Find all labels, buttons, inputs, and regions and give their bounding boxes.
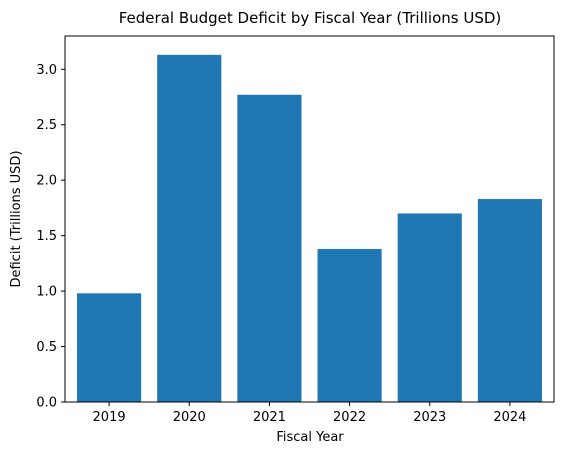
bar-2020 bbox=[157, 54, 222, 402]
bar-2021 bbox=[237, 94, 302, 402]
y-tick-label: 3.0 bbox=[36, 63, 57, 78]
y-tick-label: 1.5 bbox=[36, 229, 57, 244]
y-tick-label: 2.0 bbox=[36, 174, 57, 189]
y-axis-ticks: 0.0 0.5 1.0 1.5 2.0 2.5 3.0 bbox=[36, 63, 65, 411]
y-axis-label: Deficit (Trillions USD) bbox=[9, 150, 24, 287]
x-tick-label: 2019 bbox=[93, 410, 126, 425]
x-tick-label: 2023 bbox=[413, 410, 446, 425]
bar-2023 bbox=[397, 213, 462, 402]
x-tick-label: 2021 bbox=[253, 410, 286, 425]
x-tick-label: 2024 bbox=[493, 410, 526, 425]
x-axis-ticks: 2019 2020 2021 2022 2023 2024 bbox=[93, 402, 526, 425]
y-tick-label: 2.5 bbox=[36, 118, 57, 133]
x-tick-label: 2022 bbox=[333, 410, 366, 425]
bars-layer bbox=[77, 54, 542, 402]
plot-frame bbox=[64, 35, 555, 403]
x-tick-label: 2020 bbox=[173, 410, 206, 425]
chart-title: Federal Budget Deficit by Fiscal Year (T… bbox=[119, 9, 502, 27]
y-tick-label: 1.0 bbox=[36, 285, 57, 300]
bar-2024 bbox=[477, 199, 542, 402]
y-tick-label: 0.0 bbox=[36, 396, 57, 411]
bar-2022 bbox=[317, 248, 382, 402]
y-tick-label: 0.5 bbox=[36, 340, 57, 355]
x-axis-label: Fiscal Year bbox=[276, 430, 344, 445]
bar-2019 bbox=[77, 293, 142, 402]
